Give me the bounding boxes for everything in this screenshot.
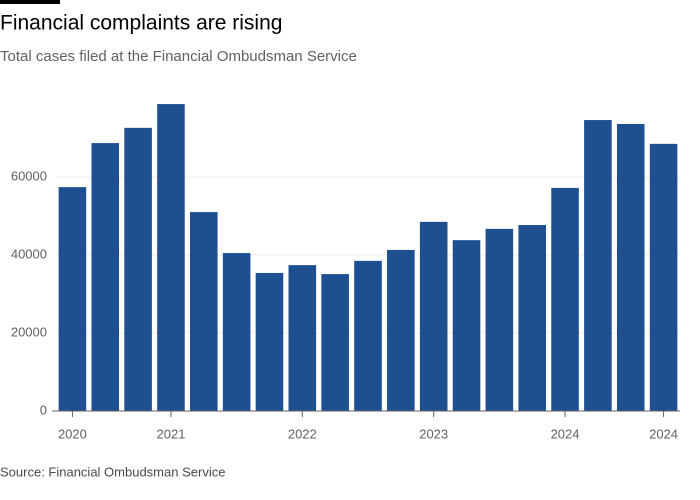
bar (354, 260, 382, 411)
bar (124, 127, 152, 412)
bar (288, 265, 317, 411)
chart-title: Financial complaints are rising (0, 12, 282, 35)
title-accent (0, 0, 60, 4)
bar (58, 187, 87, 411)
bar (518, 224, 547, 411)
x-tick-label: 2020 (58, 426, 87, 441)
y-tick-label: 60000 (11, 168, 47, 183)
bar (649, 143, 678, 411)
x-tick-label: 2021 (156, 426, 185, 441)
bar (616, 123, 645, 412)
bar (157, 104, 185, 411)
bar (551, 187, 579, 411)
y-tick-label: 0 (40, 402, 47, 417)
bar (255, 272, 284, 411)
chart-source: Source: Financial Ombudsman Service (0, 464, 225, 479)
bar (452, 240, 481, 411)
bar (584, 120, 612, 411)
x-tick-label: 2024 (551, 426, 580, 441)
bar (387, 249, 415, 411)
chart-subtitle: Total cases filed at the Financial Ombud… (0, 48, 357, 65)
bar (189, 212, 218, 411)
x-tick-label: 2024 (649, 426, 678, 441)
bar (419, 221, 448, 411)
y-tick-label: 20000 (11, 324, 47, 339)
bar (485, 228, 514, 411)
x-tick-label: 2023 (419, 426, 448, 441)
y-tick-label: 40000 (11, 246, 47, 261)
bar (91, 143, 120, 411)
bar (321, 274, 349, 411)
x-tick-label: 2022 (288, 426, 317, 441)
bar (222, 253, 251, 411)
